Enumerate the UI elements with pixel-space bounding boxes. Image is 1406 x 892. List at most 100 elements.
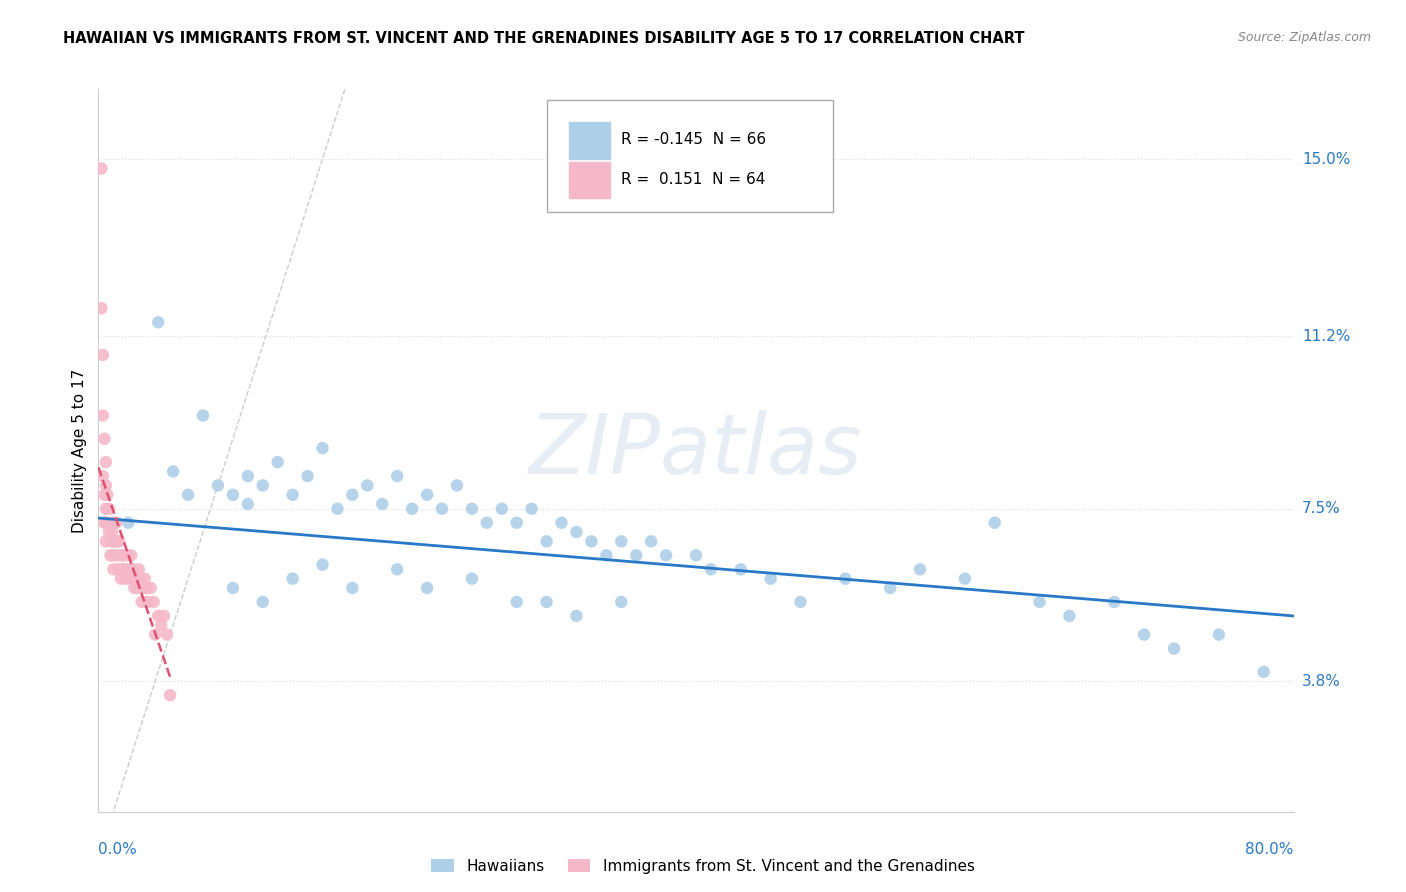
Point <box>879 581 901 595</box>
Point <box>103 534 125 549</box>
Point <box>759 572 782 586</box>
Point <box>96 488 118 502</box>
Point <box>103 562 125 576</box>
Point <box>222 581 245 595</box>
Y-axis label: Disability Age 5 to 17: Disability Age 5 to 17 <box>72 368 87 533</box>
Point <box>565 524 588 539</box>
Point <box>104 534 127 549</box>
Point <box>685 549 707 563</box>
Point <box>191 409 214 423</box>
Point <box>153 609 176 624</box>
Point <box>520 501 543 516</box>
Point <box>834 572 856 586</box>
Point <box>90 301 112 316</box>
Point <box>110 549 132 563</box>
Point <box>1133 627 1156 641</box>
Text: 11.2%: 11.2% <box>1302 329 1350 343</box>
Point <box>117 516 139 530</box>
Point <box>128 562 150 576</box>
Point <box>114 572 136 586</box>
Text: HAWAIIAN VS IMMIGRANTS FROM ST. VINCENT AND THE GRENADINES DISABILITY AGE 5 TO 1: HAWAIIAN VS IMMIGRANTS FROM ST. VINCENT … <box>63 31 1025 46</box>
Point <box>1208 627 1230 641</box>
Point <box>311 441 333 455</box>
Point <box>97 524 120 539</box>
Point <box>491 501 513 516</box>
Point <box>94 501 117 516</box>
Text: R = -0.145  N = 66: R = -0.145 N = 66 <box>620 132 766 147</box>
Point <box>103 516 125 530</box>
Point <box>252 478 274 492</box>
Point <box>162 465 184 479</box>
Point <box>311 558 333 572</box>
Point <box>342 488 364 502</box>
Point <box>108 562 131 576</box>
Point <box>700 562 723 576</box>
Point <box>121 562 143 576</box>
Point <box>1163 641 1185 656</box>
Point <box>96 516 118 530</box>
Point <box>107 562 129 576</box>
Point <box>953 572 976 586</box>
Point <box>281 572 304 586</box>
Point <box>120 549 142 563</box>
Point <box>105 516 128 530</box>
Point <box>416 488 439 502</box>
Point <box>281 488 304 502</box>
Point <box>110 572 132 586</box>
Point <box>101 549 124 563</box>
Point <box>730 562 752 576</box>
Text: ZIPatlas: ZIPatlas <box>529 410 863 491</box>
Point <box>148 609 170 624</box>
Point <box>177 488 200 502</box>
Point <box>506 516 529 530</box>
Point <box>118 562 141 576</box>
Point <box>142 595 165 609</box>
Point <box>595 549 617 563</box>
Point <box>94 516 117 530</box>
Point <box>112 549 135 563</box>
Point <box>626 549 648 563</box>
Point <box>655 549 678 563</box>
Point <box>342 581 364 595</box>
FancyBboxPatch shape <box>547 100 834 212</box>
Point <box>90 161 112 176</box>
Point <box>430 501 453 516</box>
FancyBboxPatch shape <box>569 162 610 198</box>
Point <box>125 572 148 586</box>
Point <box>385 469 409 483</box>
Point <box>789 595 811 609</box>
Point <box>93 516 115 530</box>
Point <box>536 595 558 609</box>
Point <box>550 516 572 530</box>
Legend: Hawaiians, Immigrants from St. Vincent and the Grenadines: Hawaiians, Immigrants from St. Vincent a… <box>425 853 981 880</box>
Point <box>136 595 159 609</box>
Point <box>94 455 117 469</box>
Point <box>139 581 162 595</box>
Text: 80.0%: 80.0% <box>1246 842 1294 857</box>
Point <box>94 478 117 492</box>
Text: Source: ZipAtlas.com: Source: ZipAtlas.com <box>1237 31 1371 45</box>
Point <box>446 478 468 492</box>
Point <box>150 618 173 632</box>
Point <box>98 516 122 530</box>
Point <box>117 572 139 586</box>
Point <box>91 409 114 423</box>
Point <box>98 534 122 549</box>
Point <box>117 549 139 563</box>
Point <box>97 501 120 516</box>
Point <box>297 469 319 483</box>
Point <box>98 549 122 563</box>
Point <box>640 534 662 549</box>
Point <box>401 501 423 516</box>
Point <box>356 478 378 492</box>
Point <box>461 572 484 586</box>
Point <box>506 595 529 609</box>
Point <box>105 549 128 563</box>
Point <box>908 562 931 576</box>
Point <box>111 562 134 576</box>
Point <box>236 469 259 483</box>
Point <box>984 516 1007 530</box>
Point <box>156 627 179 641</box>
FancyBboxPatch shape <box>569 122 610 159</box>
Point <box>565 609 588 624</box>
